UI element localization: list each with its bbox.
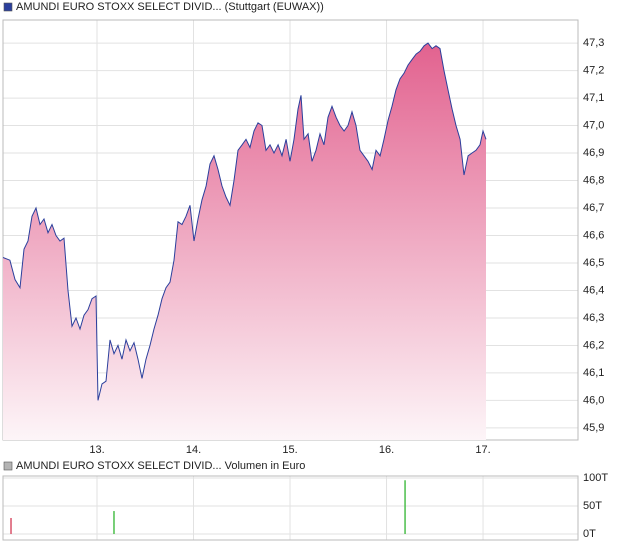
legend-swatch — [3, 461, 13, 471]
y-tick-label: 46,5 — [583, 257, 604, 269]
y-tick-label: 47,1 — [583, 92, 604, 104]
y-tick-label: 50T — [583, 500, 602, 512]
volume-bar — [404, 480, 406, 535]
x-tick-label: 17. — [475, 444, 490, 456]
legend-label: AMUNDI EURO STOXX SELECT DIVID... (Stutt… — [16, 1, 324, 13]
plot-frame — [2, 475, 579, 541]
legend-swatch — [3, 2, 13, 12]
y-tick-label: 47,2 — [583, 64, 604, 76]
y-tick-label: 47,0 — [583, 119, 604, 131]
x-tick-label: 16. — [379, 444, 394, 456]
y-tick-label: 46,6 — [583, 229, 604, 241]
y-tick-label: 46,2 — [583, 339, 604, 351]
y-tick-label: 45,9 — [583, 422, 604, 434]
volume-bar — [113, 511, 115, 535]
legend-label: AMUNDI EURO STOXX SELECT DIVID... Volume… — [16, 460, 305, 472]
price-line — [2, 42, 487, 401]
y-tick-label: 46,0 — [583, 394, 604, 406]
y-tick-label: 46,7 — [583, 202, 604, 214]
volume-bar — [10, 517, 12, 535]
y-tick-label: 47,3 — [583, 37, 604, 49]
y-tick-label: 46,4 — [583, 284, 604, 296]
y-tick-label: 46,8 — [583, 174, 604, 186]
price-area — [3, 43, 486, 440]
x-tick-label: 13. — [89, 444, 104, 456]
y-tick-label: 46,9 — [583, 147, 604, 159]
x-tick-label: 15. — [282, 444, 297, 456]
x-tick-label: 14. — [186, 444, 201, 456]
y-tick-label: 46,3 — [583, 312, 604, 324]
y-tick-label: 100T — [583, 472, 608, 484]
y-tick-label: 46,1 — [583, 367, 604, 379]
y-tick-label: 0T — [583, 528, 596, 540]
